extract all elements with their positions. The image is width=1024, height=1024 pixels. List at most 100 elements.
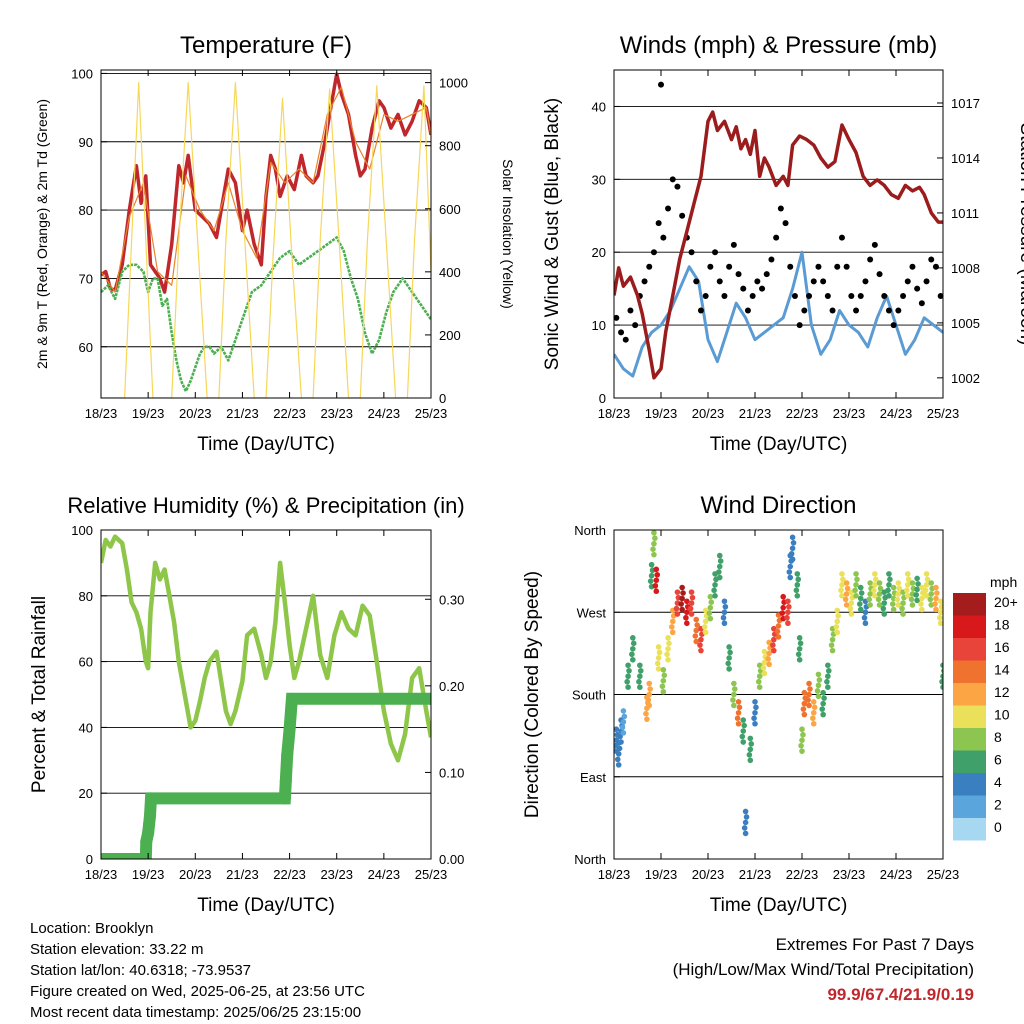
direction-point [923,593,930,599]
colorbar-label: 4 [994,774,1002,790]
direction-point [706,610,713,616]
gust-point [646,263,653,270]
direction-point [620,719,627,725]
direction-point [787,563,794,570]
direction-point [821,695,827,701]
series-solar-insolation [101,82,431,398]
direction-point [843,602,850,608]
y-tick-label: 40 [79,720,93,735]
plot-area [101,72,431,398]
direction-point [652,582,659,589]
gust-point [862,278,869,285]
direction-point [669,624,675,630]
x-tick-label: 22/23 [786,867,819,882]
direction-point [852,587,858,594]
direction-point [872,593,878,599]
direction-point [711,587,717,594]
gust-point [909,263,916,270]
direction-point [828,642,835,648]
x-tick-label: 23/23 [833,406,866,421]
created-text: Figure created on Wed, 2025-06-25, at 23… [30,983,365,1000]
direction-point [673,605,680,612]
direction-point [799,726,805,733]
direction-point [890,584,897,591]
gust-point [660,234,667,241]
direction-point [683,614,689,621]
x-tick-label: 23/23 [320,867,353,882]
direction-point [794,593,801,599]
gust-point [658,81,664,88]
gust-point [829,307,836,314]
y-tick-label: 100 [71,523,93,538]
direction-point [648,572,655,579]
gust-point [650,249,657,256]
direction-point [940,684,943,690]
direction-point [806,680,812,687]
gust-point [820,278,827,285]
y-right-tick-label: 1014 [951,151,980,166]
direction-point [653,566,660,573]
direction-point [725,660,732,667]
direction-point [740,739,747,745]
recent-text: Most recent data timestamp: 2025/06/25 2… [30,1004,362,1021]
direction-point [645,697,652,703]
direction-point [636,678,642,685]
direction-point [646,680,653,687]
chart-humidity: 18/23 19/23 20/23 21/23 22/23 23/23 24/23 25/23… [29,493,465,916]
direction-point [805,697,811,703]
colorbar-title: mph [990,574,1017,590]
x-axis-label: Time (Day/UTC) [197,895,335,916]
direction-point [825,667,832,674]
plot-area [614,530,943,837]
direction-point [679,606,685,613]
x-tick-label: 18/23 [85,867,118,882]
direction-point [900,611,906,617]
direction-point [933,595,939,602]
colorbar-label: 0 [994,819,1002,835]
direction-point [834,618,841,625]
direction-point [735,699,742,705]
direction-point [731,680,737,687]
series-relative-humidity [101,534,431,763]
direction-point [867,602,873,608]
direction-point [857,584,864,591]
colorbar-swatch [953,615,986,638]
direction-point [835,613,841,619]
direction-point [694,622,700,628]
extremes-values: 99.9/67.4/21.9/0.19 [827,985,974,1004]
gust-point [815,263,822,270]
location-text: Location: Brooklyn [30,920,154,937]
direction-point [747,757,754,764]
direction-point [630,635,636,641]
chart-temperature: 18/23 19/23 20/23 21/23 22/23 23/23 24/23 25/23… [34,32,516,455]
direction-point [748,741,755,747]
gust-point [693,278,700,285]
direction-point [755,678,762,685]
direction-point [908,596,915,603]
direction-point [815,671,822,678]
direction-point [647,578,654,584]
x-tick-label: 19/23 [132,867,165,882]
direction-point [810,709,817,716]
gust-point [890,322,897,329]
x-tick-label: 21/23 [739,406,772,421]
direction-point [875,596,882,603]
direction-point [780,604,786,611]
gust-point [834,263,841,270]
plot-frame [613,69,944,399]
y-tick-label: 90 [79,135,93,150]
y-tick-label: 0 [86,852,93,867]
gust-point [824,292,831,299]
direction-point [815,693,822,700]
direction-point [721,598,728,605]
gust-point [843,263,850,270]
gust-point [688,249,695,256]
direction-point [731,691,737,698]
direction-point [624,678,630,685]
direction-point [790,539,797,546]
y-tick-label: 70 [79,271,93,286]
direction-point [655,666,662,672]
direction-point [819,706,826,712]
direction-point [793,587,800,594]
direction-point [857,601,863,607]
